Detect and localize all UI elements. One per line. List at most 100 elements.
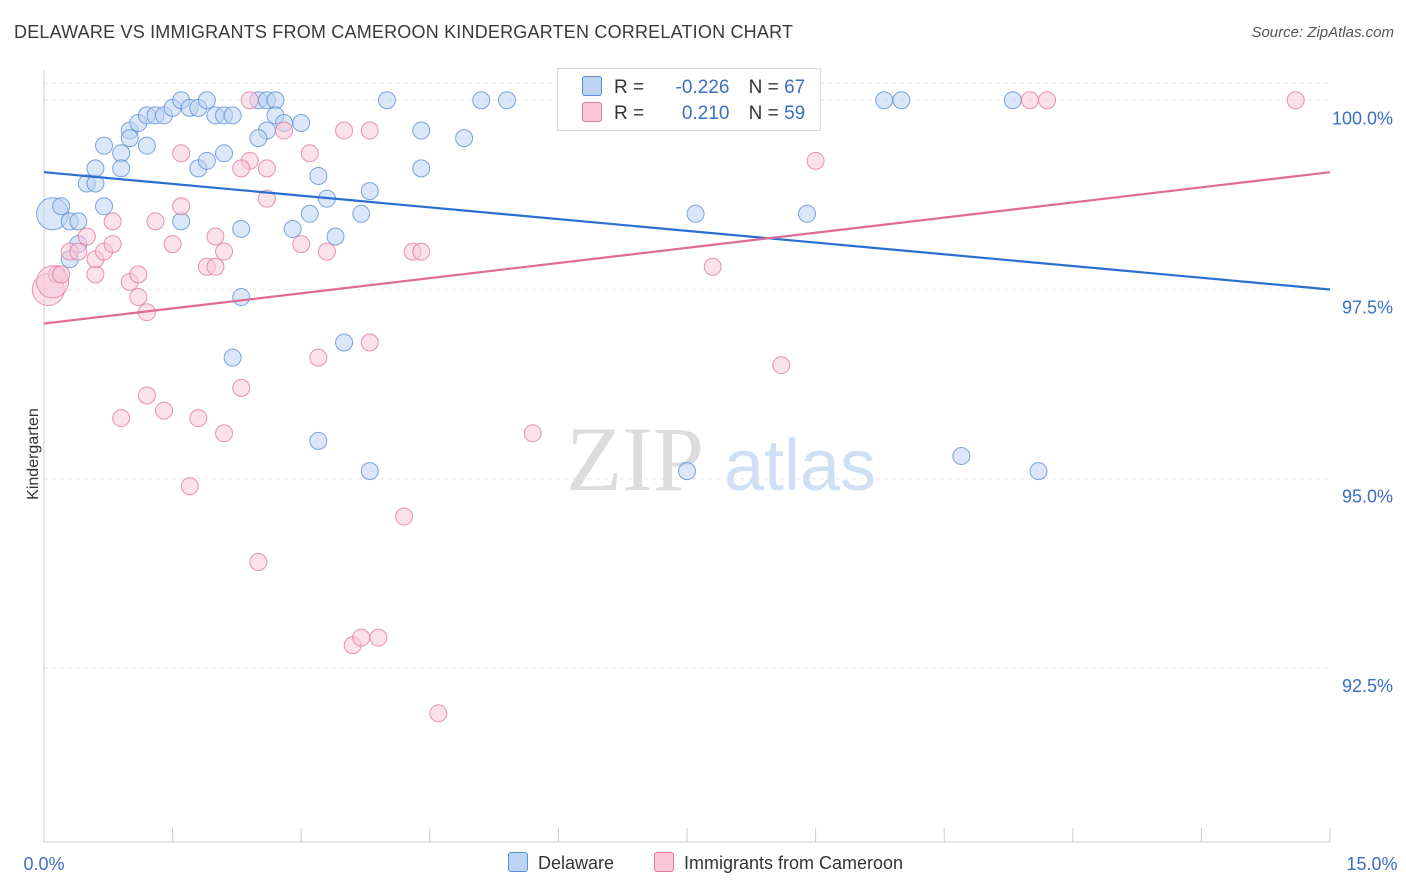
delaware-legend-swatch xyxy=(508,852,528,872)
data-point xyxy=(112,409,131,428)
data-point xyxy=(240,91,259,110)
data-point xyxy=(172,144,191,163)
data-point xyxy=(257,159,276,178)
data-point xyxy=(772,356,791,375)
tick-labels: 92.5% 95.0% 97.5% 100.0% 0.0% 15.0% xyxy=(23,108,1397,874)
data-point xyxy=(215,144,234,163)
data-point xyxy=(155,401,174,420)
data-point xyxy=(703,257,722,276)
data-point xyxy=(360,462,379,481)
data-point xyxy=(523,424,542,443)
data-point xyxy=(146,212,165,231)
legend-item-cameroon[interactable]: Immigrants from Cameroon xyxy=(654,852,903,874)
cameroon-swatch xyxy=(582,102,602,122)
cameroon-legend-label: Immigrants from Cameroon xyxy=(684,853,904,873)
data-point xyxy=(95,136,114,155)
data-point xyxy=(163,235,182,254)
data-point xyxy=(172,197,191,216)
data-point xyxy=(798,204,817,223)
data-point xyxy=(52,197,71,216)
data-point xyxy=(249,129,268,148)
data-point xyxy=(77,227,96,246)
data-point xyxy=(892,91,911,110)
data-point xyxy=(1286,91,1305,110)
data-point xyxy=(137,136,156,155)
cameroon-points xyxy=(31,91,1305,723)
data-point xyxy=(120,129,139,148)
data-point xyxy=(412,121,431,140)
data-point xyxy=(95,197,114,216)
data-point xyxy=(352,628,371,647)
cameroon-trend-line xyxy=(43,171,1331,325)
watermark: ZIP atlas xyxy=(566,408,876,510)
data-point xyxy=(686,204,705,223)
data-point xyxy=(412,242,431,261)
axes xyxy=(43,70,1331,843)
data-point xyxy=(232,288,251,307)
data-point xyxy=(215,424,234,443)
data-point xyxy=(129,265,148,284)
x-tick-label-min: 0.0% xyxy=(23,854,64,874)
series-legend: Delaware Immigrants from Cameroon xyxy=(0,852,1406,878)
data-point xyxy=(232,159,251,178)
data-point xyxy=(86,265,105,284)
data-point xyxy=(352,204,371,223)
data-point xyxy=(232,219,251,238)
delaware-r-value: -0.226 xyxy=(675,77,730,98)
data-point xyxy=(309,348,328,367)
n-label: N = xyxy=(748,77,779,98)
r-label: R = xyxy=(614,103,645,124)
data-point xyxy=(197,151,216,170)
data-point xyxy=(377,91,396,110)
data-point xyxy=(1029,462,1048,481)
delaware-legend-label: Delaware xyxy=(538,853,615,873)
data-point xyxy=(369,628,388,647)
data-point xyxy=(360,121,379,140)
data-point xyxy=(292,235,311,254)
data-point xyxy=(1020,91,1039,110)
data-point xyxy=(283,219,302,238)
data-point xyxy=(412,159,431,178)
legend-row-cameroon: R = 0.210 N = 59 xyxy=(582,102,805,126)
watermark-zip: ZIP xyxy=(566,408,704,510)
x-tick-label-max: 15.0% xyxy=(1346,854,1397,874)
data-point xyxy=(300,204,319,223)
delaware-trend-line xyxy=(43,171,1331,291)
legend-item-delaware[interactable]: Delaware xyxy=(508,852,614,874)
data-point xyxy=(52,265,71,284)
data-point xyxy=(69,212,88,231)
data-point xyxy=(172,212,191,231)
data-point xyxy=(952,447,971,465)
data-point xyxy=(215,242,234,261)
source-credit: Source: ZipAtlas.com xyxy=(1251,24,1394,41)
data-point xyxy=(112,159,131,178)
data-point xyxy=(335,333,354,352)
delaware-swatch xyxy=(582,76,602,96)
data-point xyxy=(300,144,319,163)
data-point xyxy=(455,129,474,148)
data-point xyxy=(317,242,336,261)
data-point xyxy=(206,227,225,246)
data-point xyxy=(137,386,156,405)
trend-lines xyxy=(43,171,1331,325)
data-point xyxy=(189,409,208,428)
delaware-n-value: 67 xyxy=(784,77,806,98)
n-label: N = xyxy=(748,103,779,124)
data-point xyxy=(395,507,414,526)
data-point xyxy=(257,189,276,208)
data-point xyxy=(678,462,696,481)
data-point xyxy=(206,257,225,276)
data-point xyxy=(309,431,328,450)
y-tick-label: 100.0% xyxy=(1332,108,1393,128)
data-point xyxy=(360,333,379,352)
data-point xyxy=(335,121,354,140)
data-point xyxy=(103,235,122,254)
data-point xyxy=(232,378,251,397)
data-point xyxy=(266,91,285,110)
data-point xyxy=(1038,91,1057,110)
data-point xyxy=(360,182,379,201)
data-point xyxy=(1003,91,1022,110)
data-point xyxy=(309,166,328,185)
watermark-atlas: atlas xyxy=(724,426,876,506)
